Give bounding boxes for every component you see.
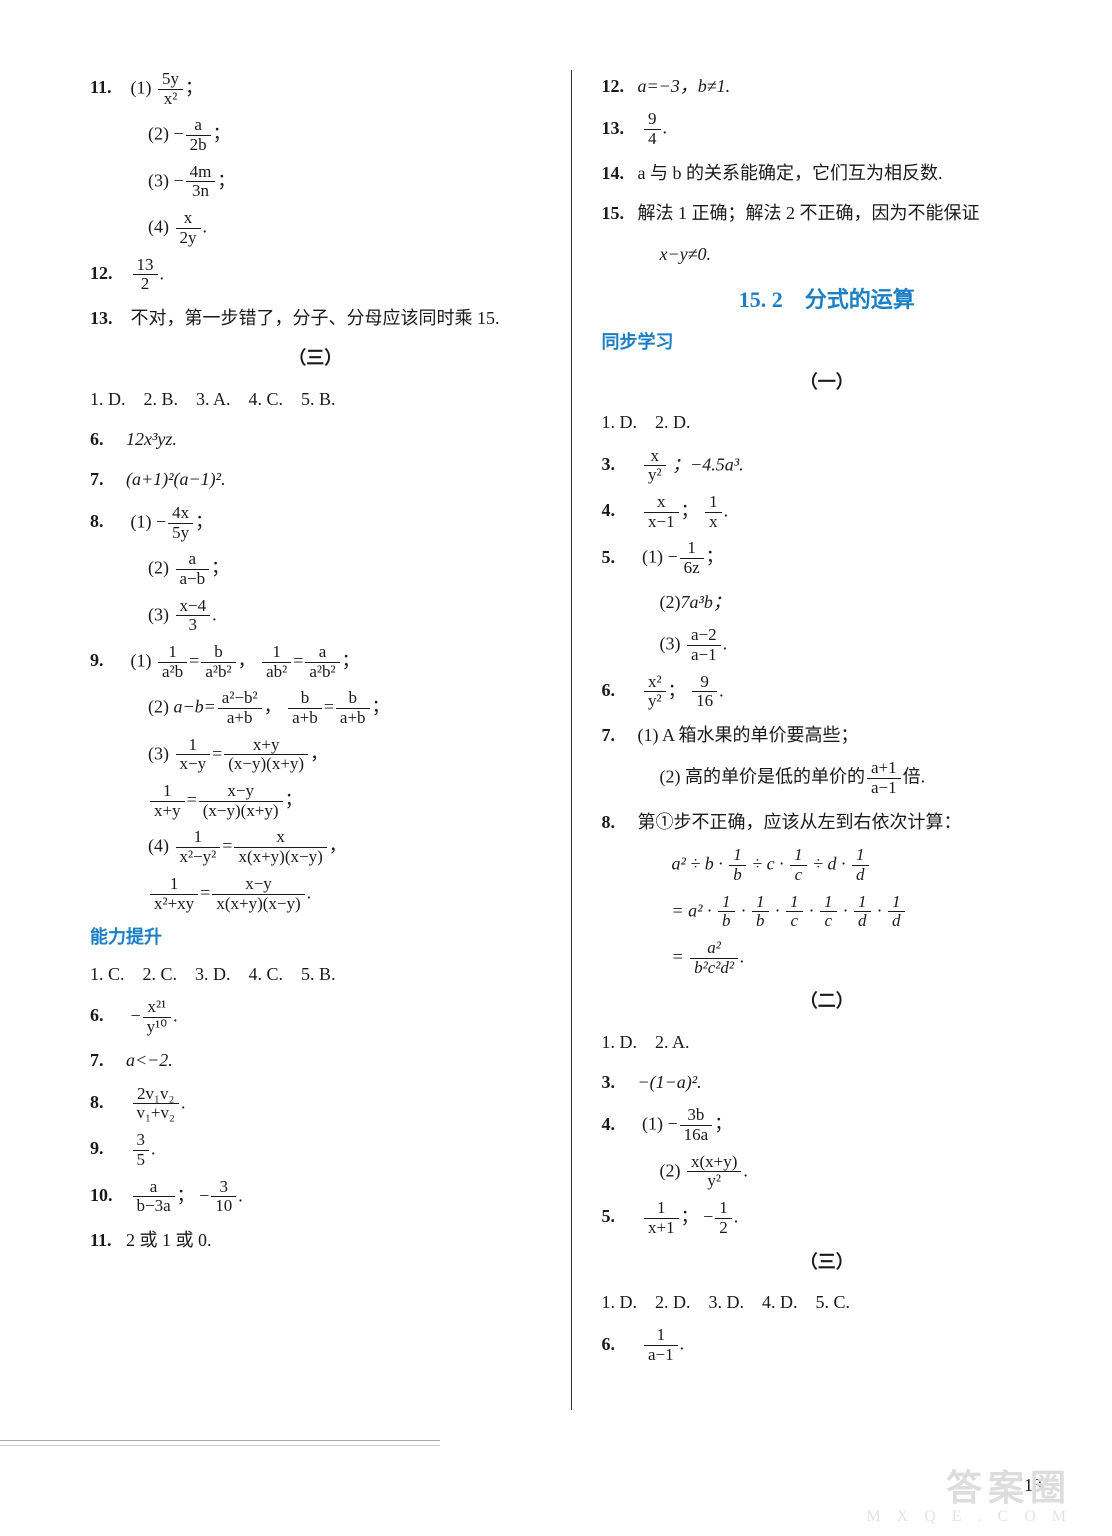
r12: 12.a=−3，b≠1. <box>602 70 1053 102</box>
p1-8-line1: a² ÷ b · 1b ÷ c · 1c ÷ d · 1d <box>602 846 1053 884</box>
r15b: x−y≠0. <box>602 238 1053 270</box>
part1-heading: （一） <box>602 366 1053 398</box>
ab6: 6. −x²¹y¹⁰. <box>90 998 541 1036</box>
p1-8-line3: = a²b²c²d². <box>602 939 1053 977</box>
r15: 15.解法 1 正确；解法 2 不正确，因为不能保证 <box>602 197 1053 229</box>
mc-row-3: 1. D. 2. B. 3. A. 4. C. 5. B. <box>90 383 541 415</box>
q9-4: (4) 1x²−y²=xx(x+y)(x−y)， <box>90 828 541 866</box>
p1-8-line2: = a² · 1b · 1b · 1c · 1c · 1d · 1d <box>602 893 1053 931</box>
q11-2: (2) −a2b； <box>90 116 541 154</box>
q9-4b: 1x²+xy=x−yx(x+y)(x−y). <box>90 875 541 913</box>
watermark-logo: 答案圈 <box>946 1459 1072 1511</box>
q7: 7.(a+1)²(a−1)². <box>90 463 541 495</box>
q9-2: (2) a−b=a²−b²a+b， ba+b=ba+b； <box>90 689 541 727</box>
p1-5-2: (2)7a³b； <box>602 586 1053 618</box>
q12: 12. 132. <box>90 256 541 294</box>
p2-3: 3.−(1−a)². <box>602 1066 1053 1098</box>
q9-3b: 1x+y=x−y(x−y)(x+y)； <box>90 782 541 820</box>
left-column: 11. (1) 5yx²； (2) −a2b； (3) −4m3n； (4) x… <box>90 70 572 1410</box>
q11-3: (3) −4m3n； <box>90 163 541 201</box>
p2-4-2: (2) x(x+y)y². <box>602 1153 1053 1191</box>
section-15-2-title: 15. 2 分式的运算 <box>602 280 1053 320</box>
q11: 11. (1) 5yx²； <box>90 70 541 108</box>
page: 11. (1) 5yx²； (2) −a2b； (3) −4m3n； (4) x… <box>0 0 1112 1536</box>
p1-7-2: (2) 高的单价是低的单价的a+1a−1倍. <box>602 759 1053 797</box>
ability-heading: 能力提升 <box>90 921 541 953</box>
section-3-heading: （三） <box>90 342 541 374</box>
p1-5: 5. (1) −16z； <box>602 539 1053 577</box>
p1-8: 8.第①步不正确，应该从左到右依次计算： <box>602 806 1053 838</box>
watermark-url: M X Q E . C O M <box>866 1508 1072 1526</box>
ability-mc: 1. C. 2. C. 3. D. 4. C. 5. B. <box>90 958 541 990</box>
q6: 6.12x³yz. <box>90 423 541 455</box>
ab9: 9. 35. <box>90 1131 541 1169</box>
p1-5-3: (3) a−2a−1. <box>602 626 1053 664</box>
p2-5: 5. 1x+1； −12. <box>602 1199 1053 1237</box>
p2-4: 4. (1) −3b16a； <box>602 1106 1053 1144</box>
q11-4: (4) x2y. <box>90 209 541 247</box>
sync-heading: 同步学习 <box>602 326 1053 358</box>
p1-4: 4. xx−1； 1x. <box>602 493 1053 531</box>
part2-heading: （二） <box>602 985 1053 1017</box>
p2-mc: 1. D. 2. A. <box>602 1026 1053 1058</box>
q9-3: (3) 1x−y=x+y(x−y)(x+y)， <box>90 736 541 774</box>
frac: 5yx² <box>158 70 183 108</box>
q13: 13. 不对，第一步错了，分子、分母应该同时乘 15. <box>90 302 541 334</box>
ab10: 10. ab−3a； −310. <box>90 1178 541 1216</box>
p1-7: 7.(1) A 箱水果的单价要高些； <box>602 719 1053 751</box>
part3-heading: （三） <box>602 1246 1053 1278</box>
footer-rule <box>0 1440 440 1446</box>
ab8: 8. 2v₁v₂v₁+v₂. <box>90 1085 541 1123</box>
p3-mc: 1. D. 2. D. 3. D. 4. D. 5. C. <box>602 1286 1053 1318</box>
p1-3: 3. xy² ；−4.5a³. <box>602 447 1053 485</box>
p3-6: 6. 1a−1. <box>602 1326 1053 1364</box>
r13: 13. 94. <box>602 110 1053 148</box>
p1-6: 6. x²y²； 916. <box>602 673 1053 711</box>
ab11: 11.2 或 1 或 0. <box>90 1224 541 1256</box>
ab7: 7.a<−2. <box>90 1044 541 1076</box>
p1-mc: 1. D. 2. D. <box>602 406 1053 438</box>
right-column: 12.a=−3，b≠1. 13. 94. 14.a 与 b 的关系能确定，它们互… <box>572 70 1053 1410</box>
r14: 14.a 与 b 的关系能确定，它们互为相反数. <box>602 157 1053 189</box>
q9: 9. (1) 1a²b=ba²b²， 1ab²=aa²b²； <box>90 643 541 681</box>
q8-3: (3) x−43. <box>90 597 541 635</box>
q8: 8. (1) −4x5y； <box>90 504 541 542</box>
two-column-layout: 11. (1) 5yx²； (2) −a2b； (3) −4m3n； (4) x… <box>90 70 1052 1410</box>
q8-2: (2) aa−b； <box>90 550 541 588</box>
